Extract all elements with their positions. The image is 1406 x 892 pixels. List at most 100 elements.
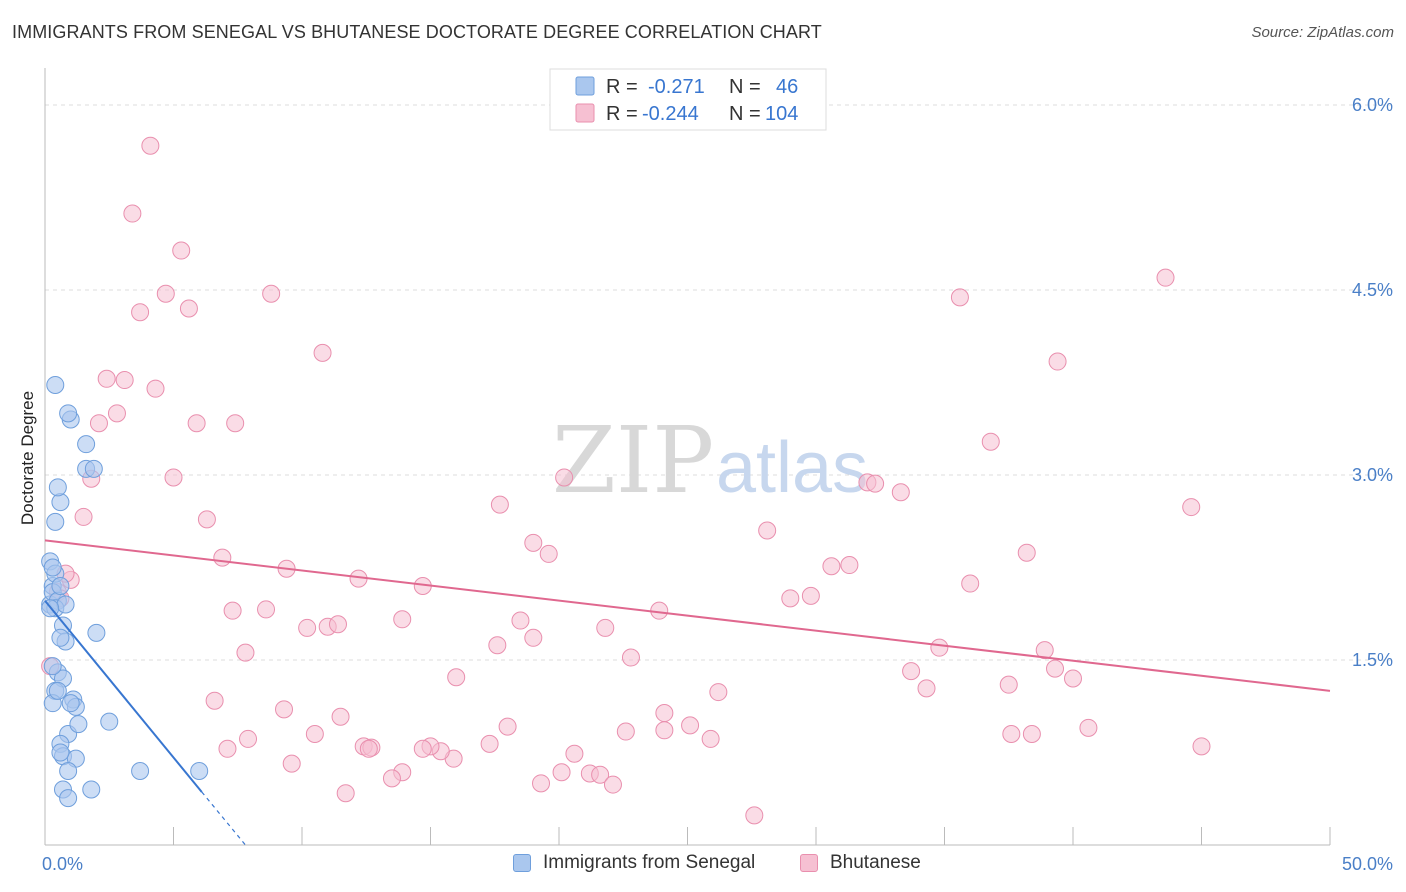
senegal-point xyxy=(51,743,70,762)
senegal-trendline-extension xyxy=(201,791,246,846)
bhutanese-point xyxy=(275,700,294,719)
bhutanese-point xyxy=(701,729,720,748)
senegal-point xyxy=(77,435,96,454)
bhutanese-point xyxy=(498,717,517,736)
bhutanese-point xyxy=(382,769,401,788)
bhutanese-point xyxy=(745,806,764,825)
bhutanese-point xyxy=(681,716,700,735)
correlation-legend: R = -0.271 N = 46 R = -0.244 N = 104 xyxy=(549,68,827,131)
legend-label-senegal: Immigrants from Senegal xyxy=(543,852,756,873)
senegal-point xyxy=(48,681,67,700)
bhutanese-point xyxy=(1156,268,1175,287)
bhutanese-point xyxy=(257,600,276,619)
bhutanese-point xyxy=(1017,543,1036,562)
bhutanese-point xyxy=(359,739,378,758)
bhutanese-point xyxy=(961,574,980,593)
bhutanese-point xyxy=(74,507,93,526)
bhutanese-point xyxy=(488,636,507,655)
bhutanese-point xyxy=(524,628,543,647)
senegal-point xyxy=(43,558,62,577)
bhutanese-point xyxy=(603,775,622,794)
bhutanese-point xyxy=(709,683,728,702)
bhutanese-point xyxy=(131,303,150,322)
bhutanese-point xyxy=(298,618,317,637)
bhutanese-point xyxy=(524,533,543,552)
bhutanese-point xyxy=(1182,498,1201,517)
bhutanese-point xyxy=(187,414,206,433)
bhutanese-point xyxy=(1002,725,1021,743)
senegal-point xyxy=(59,789,78,808)
bhutanese-point xyxy=(1022,725,1041,743)
y-tick-label: 1.5% xyxy=(1352,650,1393,670)
bhutanese-point xyxy=(156,284,175,303)
legend-label-bhutanese: Bhutanese xyxy=(830,852,921,873)
senegal-point xyxy=(100,712,119,731)
bhutanese-point xyxy=(891,483,910,502)
senegal-point xyxy=(61,694,80,713)
senegal-point xyxy=(56,595,75,614)
legend-r-value-2: -0.244 xyxy=(642,103,699,125)
bhutanese-point xyxy=(413,739,432,758)
legend-n-label-2: N = xyxy=(729,103,761,125)
y-tick-label: 3.0% xyxy=(1352,465,1393,485)
bhutanese-point xyxy=(1079,718,1098,737)
bhutanese-point xyxy=(218,739,237,758)
bhutanese-point xyxy=(1046,659,1065,678)
bhutanese-point xyxy=(282,754,301,773)
bhutanese-point xyxy=(655,721,674,740)
senegal-point xyxy=(51,493,70,512)
bhutanese-point xyxy=(866,474,885,493)
bhutanese-point xyxy=(758,521,777,540)
legend-r-label-2: R = xyxy=(606,103,638,125)
bhutanese-point xyxy=(511,611,530,630)
senegal-point xyxy=(48,478,67,497)
bhutanese-point xyxy=(781,589,800,608)
chart-source: Source: ZipAtlas.com xyxy=(1251,24,1394,41)
bhutanese-point xyxy=(555,468,574,487)
bhutanese-point xyxy=(480,734,499,753)
bhutanese-point xyxy=(591,765,610,784)
bhutanese-point xyxy=(981,432,1000,451)
senegal-point xyxy=(84,459,103,478)
legend-n-label-1: N = xyxy=(729,76,761,98)
bhutanese-point xyxy=(146,379,165,398)
y-axis-label: Doctorate Degree xyxy=(18,391,37,525)
bhutanese-point xyxy=(822,557,841,576)
legend-swatch-bhutanese xyxy=(575,103,595,123)
bhutanese-point xyxy=(141,136,160,155)
bhutanese-point xyxy=(236,643,255,662)
bhutanese-points xyxy=(41,136,1211,825)
senegal-point xyxy=(51,577,70,595)
trendlines xyxy=(44,539,1331,846)
bhutanese-point xyxy=(179,299,198,318)
bhutanese-point xyxy=(328,615,347,634)
legend-n-value-1: 46 xyxy=(776,76,798,98)
bhutanese-point xyxy=(840,556,859,575)
bhutanese-trendline xyxy=(44,539,1331,692)
bhutanese-point xyxy=(490,495,509,514)
watermark: ZIP atlas xyxy=(552,407,868,514)
senegal-point xyxy=(51,628,70,647)
bhutanese-point xyxy=(313,343,332,362)
bhutanese-point xyxy=(655,704,674,723)
bhutanese-point xyxy=(107,404,126,423)
x-tick-label: 0.0% xyxy=(42,854,83,874)
legend-swatch-pink xyxy=(800,854,818,872)
senegal-point xyxy=(190,762,209,780)
bhutanese-point xyxy=(197,510,216,529)
legend-swatch-senegal xyxy=(575,76,595,96)
senegal-points xyxy=(41,375,209,808)
bhutanese-point xyxy=(616,722,635,741)
watermark-zip: ZIP xyxy=(552,407,714,514)
bhutanese-point xyxy=(226,414,245,433)
bhutanese-point xyxy=(331,707,350,726)
series-legend: Immigrants from Senegal Bhutanese xyxy=(0,852,1406,878)
bhutanese-point xyxy=(205,691,224,710)
bhutanese-point xyxy=(1064,669,1082,688)
bhutanese-point xyxy=(532,774,551,793)
axes-layer: 1.5% 3.0% 4.5% 6.0% 0.0% 50.0% xyxy=(42,68,1393,874)
bhutanese-point xyxy=(565,744,584,763)
bhutanese-point xyxy=(1035,641,1054,660)
bhutanese-point xyxy=(89,414,108,433)
